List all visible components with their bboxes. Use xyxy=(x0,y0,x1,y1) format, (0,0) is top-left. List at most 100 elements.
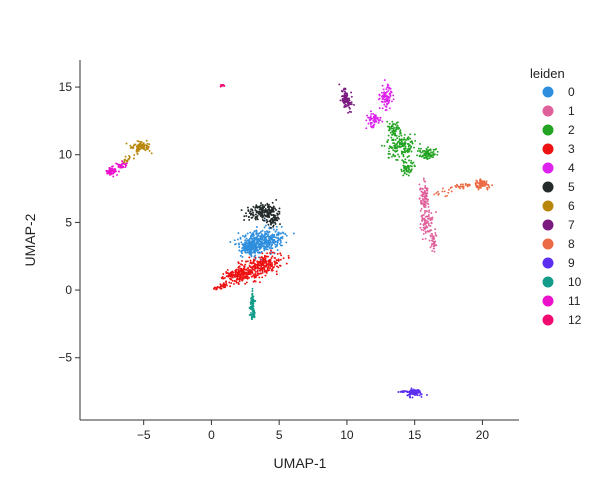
cell-point xyxy=(264,274,267,277)
cell-point xyxy=(273,239,276,242)
cell-point xyxy=(225,272,228,275)
cell-point xyxy=(393,150,396,153)
cell-point xyxy=(399,130,402,133)
cell-point xyxy=(109,173,112,176)
cell-point xyxy=(432,235,435,238)
cell-point xyxy=(265,238,268,241)
cell-point xyxy=(390,125,393,128)
cell-point xyxy=(284,233,287,235)
cell-point xyxy=(274,236,277,239)
cell-point xyxy=(399,146,401,149)
cell-point xyxy=(261,257,264,260)
cell-point xyxy=(265,214,268,217)
cell-point xyxy=(404,167,407,170)
cell-point xyxy=(248,270,251,273)
cell-point xyxy=(256,272,259,275)
cell-point xyxy=(369,115,372,118)
cell-point xyxy=(255,229,258,232)
cell-point xyxy=(350,95,353,98)
cell-point xyxy=(242,234,244,237)
cell-point xyxy=(431,242,433,245)
cell-point xyxy=(247,267,249,270)
y-tick-label: 5 xyxy=(65,215,72,229)
cell-point xyxy=(274,207,276,210)
cell-point xyxy=(395,122,398,125)
cell-point xyxy=(255,232,258,235)
cell-point xyxy=(241,243,244,246)
cell-point xyxy=(405,170,408,173)
cell-point xyxy=(268,235,271,238)
cell-point xyxy=(406,394,409,397)
scatter-points-layer xyxy=(105,79,494,399)
cell-point xyxy=(435,192,438,195)
cell-point xyxy=(250,312,252,314)
cell-point xyxy=(413,133,416,136)
cell-point xyxy=(233,282,235,285)
cell-point xyxy=(280,225,283,228)
cell-point xyxy=(224,286,227,289)
cell-point xyxy=(270,241,273,244)
cell-point xyxy=(410,168,413,171)
cell-point xyxy=(424,231,427,234)
cell-point xyxy=(381,95,383,98)
cell-point xyxy=(253,229,256,232)
cell-point xyxy=(377,98,380,101)
cell-point xyxy=(434,233,437,236)
cell-point xyxy=(383,144,386,147)
cell-point xyxy=(409,137,411,140)
cell-point xyxy=(404,141,407,144)
cell-point xyxy=(272,228,275,231)
cell-point xyxy=(269,219,272,222)
cell-point xyxy=(382,91,385,94)
cell-point xyxy=(397,153,399,156)
cell-point xyxy=(421,219,424,222)
cell-point xyxy=(405,139,408,141)
cell-point xyxy=(136,139,139,142)
y-tick-label: 10 xyxy=(59,148,73,162)
cell-point xyxy=(222,273,225,275)
cell-point xyxy=(434,231,437,234)
cell-point xyxy=(276,265,278,268)
cell-point xyxy=(248,212,251,215)
cell-point xyxy=(436,150,439,153)
cell-point xyxy=(422,218,425,221)
cell-point xyxy=(272,206,275,209)
cell-point xyxy=(277,239,280,242)
cell-point xyxy=(264,265,267,268)
legend-label: 7 xyxy=(568,218,575,232)
cell-point xyxy=(428,154,431,157)
cell-point xyxy=(340,95,343,98)
cell-point xyxy=(416,150,419,152)
cell-point xyxy=(128,154,131,157)
cell-point xyxy=(276,243,279,246)
cell-point xyxy=(270,247,273,250)
cell-point xyxy=(220,276,223,279)
cell-point xyxy=(394,123,397,126)
cell-point xyxy=(246,277,249,280)
cell-point xyxy=(353,103,355,106)
cell-point xyxy=(435,211,437,214)
cell-point xyxy=(274,243,277,246)
legend-label: 4 xyxy=(568,161,575,175)
legend-label: 2 xyxy=(568,123,575,137)
cell-point xyxy=(436,190,439,193)
cell-point xyxy=(349,101,352,104)
cell-point xyxy=(252,262,255,264)
cell-point xyxy=(395,134,398,137)
cell-point xyxy=(243,268,245,271)
cell-point xyxy=(249,262,252,264)
cell-point xyxy=(459,187,462,190)
cell-point xyxy=(133,143,136,146)
cell-point xyxy=(252,234,255,237)
cell-point xyxy=(248,313,251,316)
cell-point xyxy=(251,275,254,278)
cell-point xyxy=(245,212,247,215)
cell-point xyxy=(241,276,244,279)
cell-point xyxy=(252,239,255,242)
cell-point xyxy=(387,101,390,103)
cell-point xyxy=(346,104,348,107)
cell-point xyxy=(285,241,288,244)
cell-point xyxy=(273,256,276,259)
cell-point xyxy=(267,223,270,226)
